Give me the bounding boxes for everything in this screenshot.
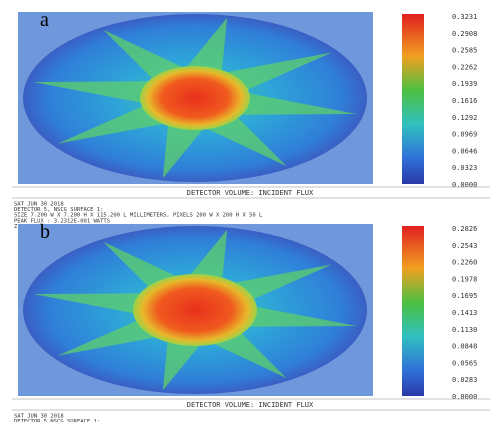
flux-core bbox=[140, 66, 250, 130]
colorbar-tick-label: 0.0323 bbox=[452, 164, 477, 172]
colorbar-tick-label: 0.2826 bbox=[452, 225, 477, 233]
colorbar-tick-label: 0.0283 bbox=[452, 376, 477, 384]
colorbar-tick-label: 0.0000 bbox=[452, 393, 477, 401]
colorbar-tick-label: 0.2260 bbox=[452, 259, 477, 267]
colorbar-tick-label: 0.0565 bbox=[452, 359, 477, 367]
colorbar-tick-label: 0.0848 bbox=[452, 343, 477, 351]
colorbar-tick-label: 0.2543 bbox=[452, 242, 477, 250]
colorbar-tick-label: 0.1292 bbox=[452, 114, 477, 122]
colorbar-tick-label: 0.0000 bbox=[452, 181, 477, 189]
flux-core bbox=[133, 274, 257, 346]
figure: a 0.3231 0.2908 0.2585 0.2262 0.1939 0.1616 0.1… bbox=[0, 0, 500, 422]
colorbar-tick-label: 0.1695 bbox=[452, 292, 477, 300]
colorbar-tick-label: 0.1130 bbox=[452, 326, 477, 334]
panel-label: a bbox=[40, 9, 49, 31]
colorbar bbox=[402, 226, 424, 396]
plot-title: DETECTOR VOLUME: INCIDENT FLUX bbox=[187, 401, 314, 409]
panel: b 0.2826 0.2543 0.2260 0.1978 0.1695 0.1413 0.1… bbox=[12, 221, 490, 422]
colorbar-tick-label: 0.1939 bbox=[452, 80, 477, 88]
colorbar-tick-label: 0.3231 bbox=[452, 13, 477, 21]
colorbar-tick-label: 0.1413 bbox=[452, 309, 477, 317]
colorbar-tick-label: 0.2908 bbox=[452, 30, 477, 38]
panel-label: b bbox=[40, 221, 50, 243]
colorbar bbox=[402, 14, 424, 184]
colorbar-tick-label: 0.1978 bbox=[452, 275, 477, 283]
plot-title: DETECTOR VOLUME: INCIDENT FLUX bbox=[187, 189, 314, 197]
colorbar-tick-label: 0.2262 bbox=[452, 63, 477, 71]
colorbar-tick-label: 0.0969 bbox=[452, 131, 477, 139]
colorbar-tick-label: 0.0646 bbox=[452, 147, 477, 155]
panel: a 0.3231 0.2908 0.2585 0.2262 0.1939 0.1616 0.1… bbox=[12, 9, 490, 230]
colorbar-tick-label: 0.1616 bbox=[452, 97, 477, 105]
colorbar-tick-label: 0.2585 bbox=[452, 47, 477, 55]
